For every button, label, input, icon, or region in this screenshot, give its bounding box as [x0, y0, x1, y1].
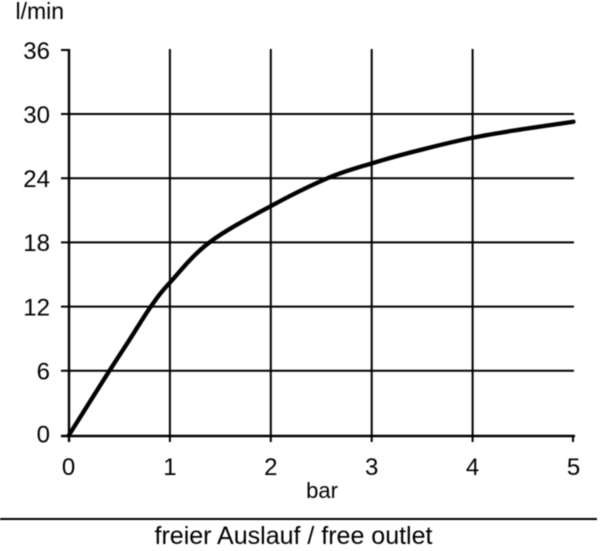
svg-text:0: 0 — [62, 454, 75, 481]
svg-text:12: 12 — [23, 294, 50, 321]
svg-text:4: 4 — [466, 454, 479, 481]
svg-text:5: 5 — [567, 454, 580, 481]
svg-text:bar: bar — [306, 478, 338, 503]
svg-text:l/min: l/min — [16, 0, 65, 24]
svg-text:1: 1 — [163, 454, 176, 481]
svg-text:0: 0 — [37, 422, 50, 449]
svg-text:freier Auslauf / free outlet: freier Auslauf / free outlet — [155, 522, 433, 550]
svg-text:36: 36 — [23, 38, 50, 65]
svg-text:30: 30 — [23, 102, 50, 129]
svg-text:3: 3 — [365, 454, 378, 481]
svg-text:24: 24 — [23, 166, 50, 193]
svg-text:6: 6 — [37, 359, 50, 386]
svg-text:2: 2 — [264, 454, 277, 481]
svg-text:18: 18 — [23, 230, 50, 257]
